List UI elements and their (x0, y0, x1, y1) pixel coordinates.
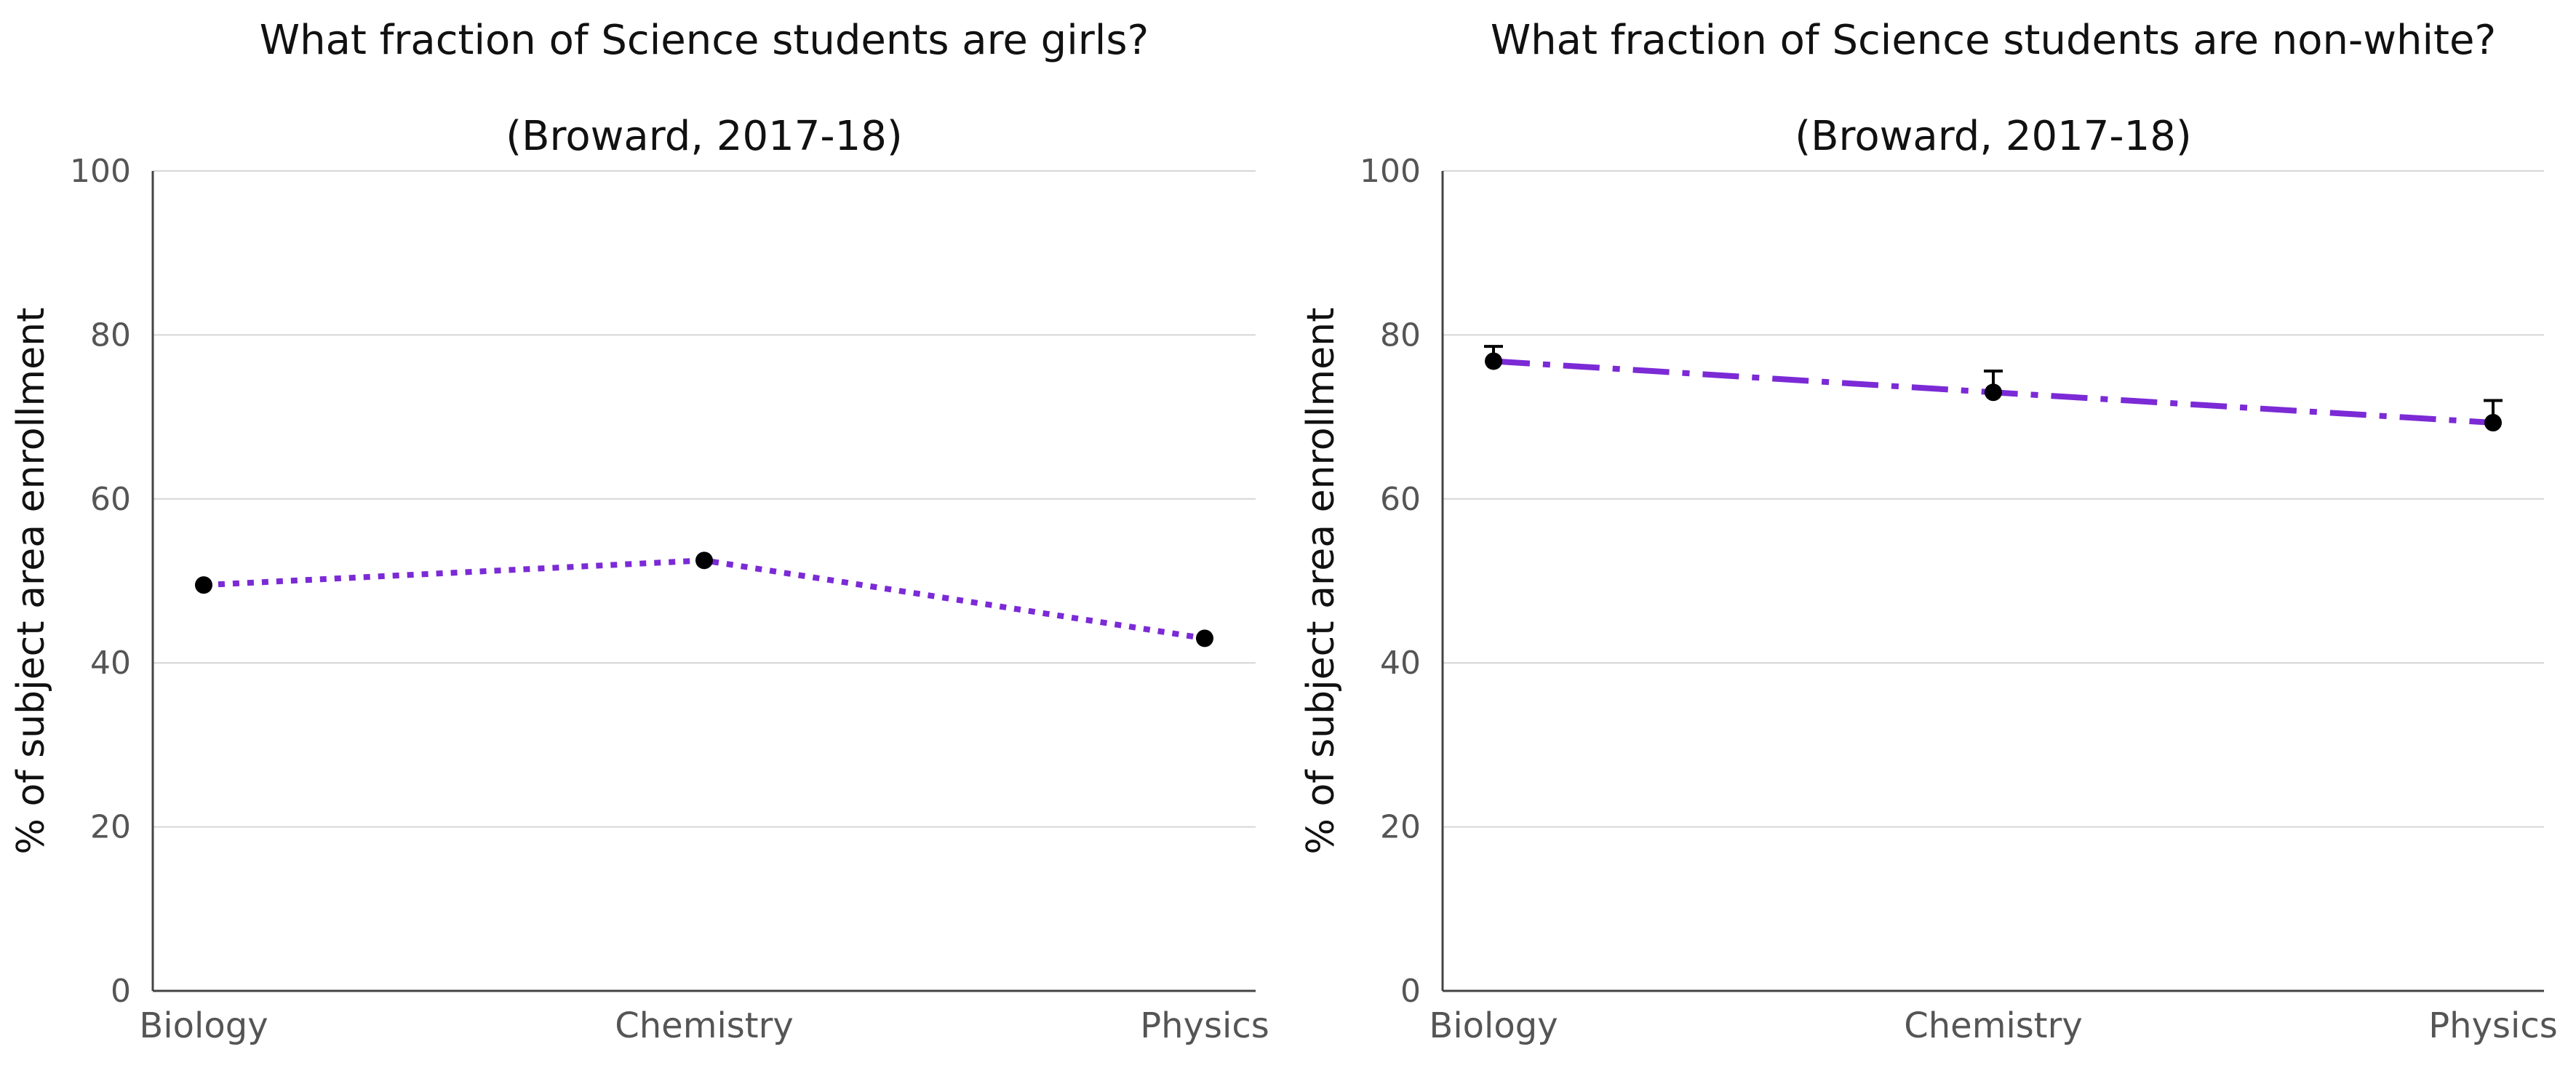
chart-2: What fraction of Science students are no… (1299, 17, 2558, 1046)
data-point (1985, 383, 2002, 402)
y-axis-label: % of subject area enrollment (1299, 308, 1343, 855)
chart-1: What fraction of Science students are gi… (9, 17, 1269, 1046)
y-tick-label: 100 (70, 153, 131, 190)
y-tick-label: 60 (90, 481, 131, 518)
y-tick-label: 60 (1380, 481, 1421, 518)
data-point (2484, 413, 2502, 431)
x-tick-label: Physics (2428, 1005, 2558, 1046)
data-point (1196, 629, 1213, 647)
y-tick-label: 100 (1360, 153, 1421, 190)
x-tick-label: Chemistry (1904, 1005, 2083, 1046)
data-point (195, 576, 212, 594)
chart-title: What fraction of Science students are gi… (260, 17, 1149, 64)
y-tick-label: 80 (1380, 316, 1421, 354)
y-tick-label: 0 (111, 973, 131, 1010)
y-tick-label: 40 (90, 645, 131, 682)
x-tick-label: Physics (1140, 1005, 1269, 1046)
chart-subtitle: (Broward, 2017-18) (506, 113, 902, 160)
chart-subtitle: (Broward, 2017-18) (1795, 113, 2191, 160)
y-tick-label: 40 (1380, 645, 1421, 682)
y-tick-label: 20 (90, 809, 131, 846)
series-line (203, 557, 1205, 642)
y-tick-label: 80 (90, 316, 131, 354)
y-tick-label: 20 (1380, 809, 1421, 846)
y-axis-label: % of subject area enrollment (9, 308, 53, 855)
x-tick-label: Biology (139, 1005, 268, 1046)
chart-title: What fraction of Science students are no… (1491, 17, 2496, 64)
y-tick-label: 0 (1400, 973, 1421, 1010)
data-point (1485, 352, 1502, 370)
x-tick-label: Biology (1429, 1005, 1558, 1046)
x-tick-label: Chemistry (615, 1005, 794, 1046)
data-point (695, 551, 713, 570)
